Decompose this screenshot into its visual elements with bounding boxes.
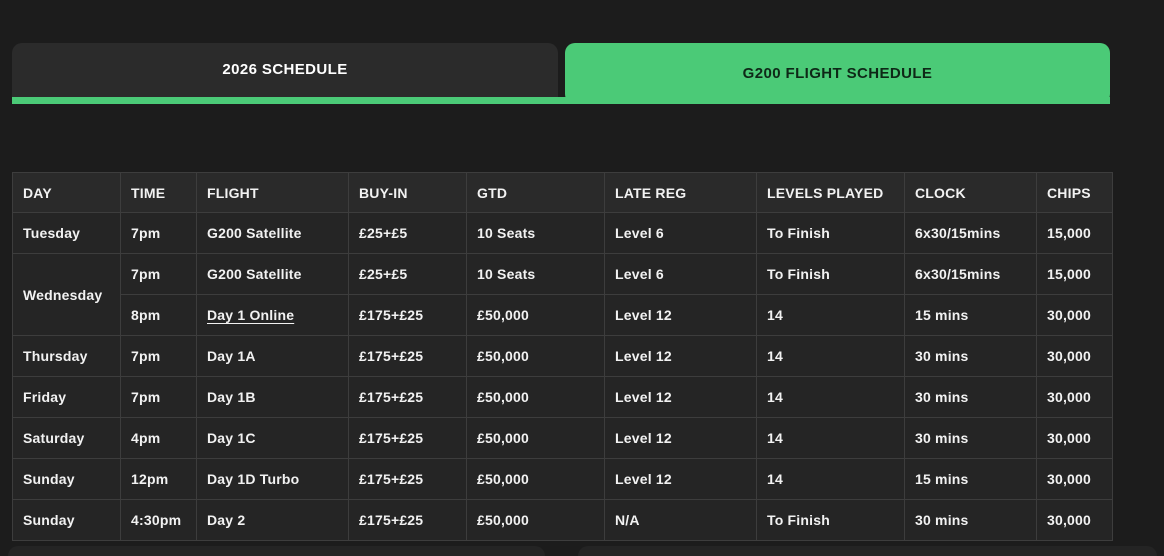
cell-buyin: £175+£25 <box>348 499 467 541</box>
cell-buyin: £25+£5 <box>348 253 467 295</box>
column-header-latereg: LATE REG <box>604 172 757 213</box>
table-row: Sunday 4:30pm Day 2 £175+£25 £50,000 N/A To Fi… <box>12 499 1113 541</box>
cell-day: Sunday <box>12 458 121 500</box>
cell-chips: 30,000 <box>1036 294 1113 336</box>
cell-chips: 30,000 <box>1036 335 1113 377</box>
cell-clock: 6x30/15mins <box>904 212 1037 254</box>
cell-gtd: 10 Seats <box>466 212 605 254</box>
cell-buyin: £175+£25 <box>348 294 467 336</box>
cell-gtd: £50,000 <box>466 458 605 500</box>
cell-levels: 14 <box>756 335 905 377</box>
cell-chips: 30,000 <box>1036 376 1113 418</box>
cell-gtd: £50,000 <box>466 376 605 418</box>
table-row: Wednesday 7pm G200 Satellite £25+£5 10 Seats… <box>12 253 1113 336</box>
column-header-clock: CLOCK <box>904 172 1037 213</box>
tab-2026-schedule[interactable]: 2026 SCHEDULE <box>12 43 558 97</box>
table-header: DAY TIME FLIGHT BUY-IN GTD LATE REG LEVELS PLA… <box>12 172 1113 213</box>
flight-schedule-table: DAY TIME FLIGHT BUY-IN GTD LATE REG LEVELS PLA… <box>12 172 1113 541</box>
cell-gtd: £50,000 <box>466 294 605 336</box>
cell-levels: 14 <box>756 417 905 459</box>
cell-levels: To Finish <box>756 212 905 254</box>
bottom-panel-left <box>8 546 545 556</box>
cell-buyin: £175+£25 <box>348 458 467 500</box>
cell-gtd: £50,000 <box>466 499 605 541</box>
cell-latereg: Level 12 <box>604 335 757 377</box>
cell-day: Friday <box>12 376 121 418</box>
cell-flight: G200 Satellite <box>196 212 349 254</box>
cell-latereg: Level 6 <box>604 212 757 254</box>
cell-day: Wednesday <box>12 253 121 336</box>
cell-flight: Day 1 Online <box>196 294 349 336</box>
column-header-time: TIME <box>120 172 197 213</box>
cell-latereg: N/A <box>604 499 757 541</box>
cell-clock: 30 mins <box>904 376 1037 418</box>
cell-flight: Day 1D Turbo <box>196 458 349 500</box>
cell-time: 4pm <box>120 417 197 459</box>
cell-buyin: £175+£25 <box>348 376 467 418</box>
active-tab-underline <box>12 97 1110 104</box>
cell-levels: To Finish <box>756 499 905 541</box>
cell-levels: To Finish <box>756 253 905 295</box>
cell-clock: 30 mins <box>904 417 1037 459</box>
cell-chips: 30,000 <box>1036 458 1113 500</box>
cell-day: Sunday <box>12 499 121 541</box>
column-header-flight: FLIGHT <box>196 172 349 213</box>
cell-chips: 30,000 <box>1036 417 1113 459</box>
table-row: Tuesday 7pm G200 Satellite £25+£5 10 Seats Le… <box>12 212 1113 254</box>
column-header-gtd: GTD <box>466 172 605 213</box>
cell-day: Tuesday <box>12 212 121 254</box>
cell-day: Saturday <box>12 417 121 459</box>
column-header-buyin: BUY-IN <box>348 172 467 213</box>
column-header-levels: LEVELS PLAYED <box>756 172 905 213</box>
cell-flight: Day 1A <box>196 335 349 377</box>
cell-levels: 14 <box>756 458 905 500</box>
cell-buyin: £175+£25 <box>348 335 467 377</box>
cell-buyin: £25+£5 <box>348 212 467 254</box>
cell-levels: 14 <box>756 376 905 418</box>
cell-time: 12pm <box>120 458 197 500</box>
cell-clock: 15 mins <box>904 458 1037 500</box>
cell-levels: 14 <box>756 294 905 336</box>
cell-chips: 30,000 <box>1036 499 1113 541</box>
bottom-panel-right <box>578 546 1157 556</box>
cell-chips: 15,000 <box>1036 253 1113 295</box>
cell-gtd: £50,000 <box>466 335 605 377</box>
cell-latereg: Level 12 <box>604 376 757 418</box>
tab-g200-flight-schedule[interactable]: G200 FLIGHT SCHEDULE <box>565 43 1110 104</box>
column-header-day: DAY <box>12 172 121 213</box>
cell-clock: 30 mins <box>904 335 1037 377</box>
cell-latereg: Level 6 <box>604 253 757 295</box>
cell-latereg: Level 12 <box>604 458 757 500</box>
cell-clock: 15 mins <box>904 294 1037 336</box>
cell-flight: Day 1B <box>196 376 349 418</box>
column-header-chips: CHIPS <box>1036 172 1113 213</box>
cell-clock: 30 mins <box>904 499 1037 541</box>
cell-time: 8pm <box>120 294 197 336</box>
cell-latereg: Level 12 <box>604 417 757 459</box>
table-row: 8pm Day 1 Online £175+£25 £50,000 Level 12 14… <box>13 294 1113 336</box>
cell-chips: 15,000 <box>1036 212 1113 254</box>
schedule-tabs: 2026 SCHEDULE G200 FLIGHT SCHEDULE <box>12 43 1110 104</box>
cell-clock: 6x30/15mins <box>904 253 1037 295</box>
table-row: Saturday 4pm Day 1C £175+£25 £50,000 Level 12… <box>12 417 1113 459</box>
cell-day: Thursday <box>12 335 121 377</box>
table-row: Friday 7pm Day 1B £175+£25 £50,000 Level 12 14… <box>12 376 1113 418</box>
cell-gtd: 10 Seats <box>466 253 605 295</box>
cell-time: 7pm <box>120 253 197 295</box>
table-row: Sunday 12pm Day 1D Turbo £175+£25 £50,000 Lev… <box>12 458 1113 500</box>
cell-flight: G200 Satellite <box>196 253 349 295</box>
cell-buyin: £175+£25 <box>348 417 467 459</box>
table-row: Thursday 7pm Day 1A £175+£25 £50,000 Level 12… <box>12 335 1113 377</box>
cell-time: 4:30pm <box>120 499 197 541</box>
cell-latereg: Level 12 <box>604 294 757 336</box>
cell-flight: Day 1C <box>196 417 349 459</box>
cell-time: 7pm <box>120 212 197 254</box>
cell-flight: Day 2 <box>196 499 349 541</box>
cell-time: 7pm <box>120 335 197 377</box>
cell-gtd: £50,000 <box>466 417 605 459</box>
cell-time: 7pm <box>120 376 197 418</box>
flight-link[interactable]: Day 1 Online <box>207 307 295 323</box>
